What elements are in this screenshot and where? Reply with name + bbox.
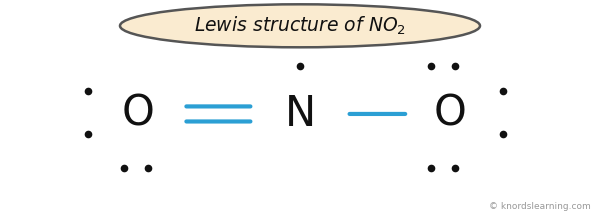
Ellipse shape [120, 4, 480, 47]
Text: O: O [434, 93, 466, 135]
Text: © knordslearning.com: © knordslearning.com [489, 202, 591, 211]
Text: N: N [284, 93, 316, 135]
Text: $\it{Lewis\ structure\ of\ NO_2}$: $\it{Lewis\ structure\ of\ NO_2}$ [194, 15, 406, 37]
Text: O: O [122, 93, 154, 135]
